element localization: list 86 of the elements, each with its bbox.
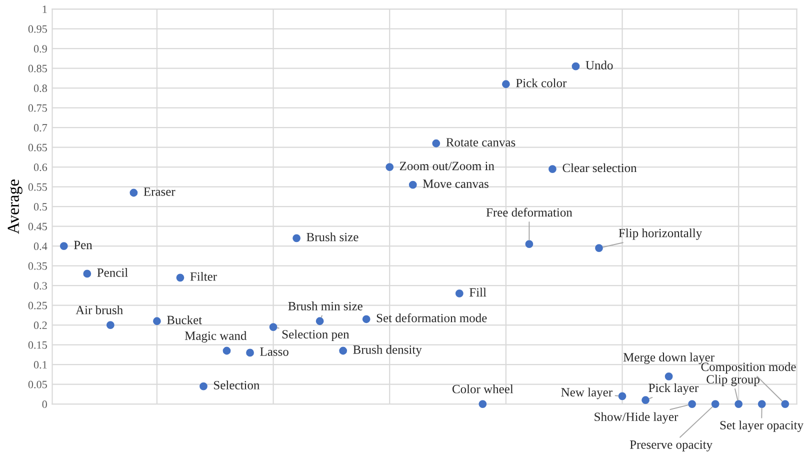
y-tick-label: 1 bbox=[42, 6, 47, 13]
point bbox=[83, 270, 92, 278]
point bbox=[758, 400, 766, 408]
point bbox=[339, 346, 348, 355]
point bbox=[106, 321, 114, 330]
data-label: Show/Hide layer bbox=[594, 412, 678, 424]
point bbox=[618, 392, 626, 400]
y-tick-label: 0.7 bbox=[34, 124, 48, 132]
y-tick-label: 0.1 bbox=[34, 361, 47, 369]
data-label: Undo bbox=[586, 60, 613, 70]
point bbox=[525, 240, 534, 248]
point bbox=[502, 80, 510, 88]
y-tick-label: 0.9 bbox=[34, 45, 47, 53]
point bbox=[316, 317, 324, 326]
data-label: Pick layer bbox=[648, 383, 699, 395]
data-label: Merge down layer bbox=[623, 352, 714, 364]
point bbox=[642, 396, 650, 404]
y-tick-label: 0.4 bbox=[34, 242, 48, 250]
data-label: Pencil bbox=[97, 268, 128, 277]
point bbox=[222, 346, 231, 355]
point bbox=[432, 139, 440, 148]
point bbox=[362, 315, 370, 324]
point bbox=[664, 372, 673, 380]
data-label: Move canvas bbox=[422, 180, 488, 188]
point bbox=[781, 400, 790, 408]
data-label: Composition mode bbox=[701, 362, 796, 374]
point bbox=[386, 163, 394, 172]
y-tick-label: 0.35 bbox=[28, 262, 47, 270]
y-tick-label: 0.2 bbox=[34, 322, 47, 330]
data-label: Brush min size bbox=[288, 302, 362, 310]
data-label: Clip group bbox=[706, 374, 760, 386]
y-tick-label: 0.25 bbox=[28, 302, 47, 310]
point bbox=[688, 400, 696, 408]
y-tick-label: 0.8 bbox=[34, 84, 47, 92]
data-label: Free deformation bbox=[486, 208, 572, 217]
data-label: Clear selection bbox=[562, 163, 637, 172]
y-tick-label: 0.85 bbox=[28, 64, 47, 72]
point bbox=[246, 348, 254, 357]
data-label: Selection pen bbox=[282, 330, 350, 342]
point bbox=[478, 400, 487, 408]
y-tick-label: 0.55 bbox=[28, 183, 47, 191]
point bbox=[408, 180, 417, 189]
data-label: Bucket bbox=[167, 315, 202, 324]
y-tick-label: 0.3 bbox=[34, 282, 47, 290]
point bbox=[572, 62, 580, 70]
data-label: Selection bbox=[214, 380, 260, 390]
point bbox=[60, 242, 68, 250]
y-tick-label: 0.75 bbox=[28, 104, 47, 112]
data-label: Pick color bbox=[516, 78, 567, 88]
data-label: New layer bbox=[561, 388, 612, 400]
data-label: Filter bbox=[190, 272, 217, 281]
point bbox=[548, 165, 556, 173]
data-label: Lasso bbox=[260, 348, 288, 356]
y-tick-label: 0.6 bbox=[34, 164, 48, 172]
y-tick-label: 0.05 bbox=[28, 380, 47, 388]
data-label: Brush size bbox=[306, 232, 358, 242]
y-tick-label: 0.95 bbox=[28, 25, 47, 33]
data-label: Set layer opacity bbox=[720, 420, 804, 432]
data-label: Set deformation mode bbox=[376, 313, 487, 322]
point bbox=[200, 382, 208, 390]
point bbox=[153, 317, 161, 326]
y-tick-label: 0.5 bbox=[34, 203, 47, 211]
point bbox=[176, 274, 184, 282]
data-label: Air brush bbox=[76, 306, 123, 314]
point bbox=[711, 400, 720, 408]
y-axis-title: Average bbox=[8, 180, 22, 234]
data-label: Color wheel bbox=[452, 384, 514, 394]
data-label: Zoom out/Zoom in bbox=[400, 162, 494, 170]
point bbox=[130, 188, 138, 197]
point bbox=[292, 234, 300, 242]
data-label: Flip horizontally bbox=[618, 228, 702, 240]
data-label: Pen bbox=[74, 240, 92, 250]
point bbox=[455, 290, 464, 298]
data-label: Eraser bbox=[144, 188, 176, 196]
data-label: Rotate canvas bbox=[446, 138, 516, 146]
data-label: Fill bbox=[469, 288, 486, 296]
data-label: Preserve opacity bbox=[630, 440, 713, 452]
y-tick-label: 0.15 bbox=[28, 341, 47, 349]
point bbox=[734, 400, 743, 408]
data-label: Magic wand bbox=[184, 331, 247, 343]
y-tick-label: 0 bbox=[42, 400, 47, 408]
y-tick-label: 0.65 bbox=[28, 144, 47, 152]
data-label: Brush density bbox=[353, 345, 422, 356]
point bbox=[269, 323, 278, 331]
point bbox=[595, 244, 603, 252]
y-tick-label: 0.45 bbox=[28, 222, 47, 230]
